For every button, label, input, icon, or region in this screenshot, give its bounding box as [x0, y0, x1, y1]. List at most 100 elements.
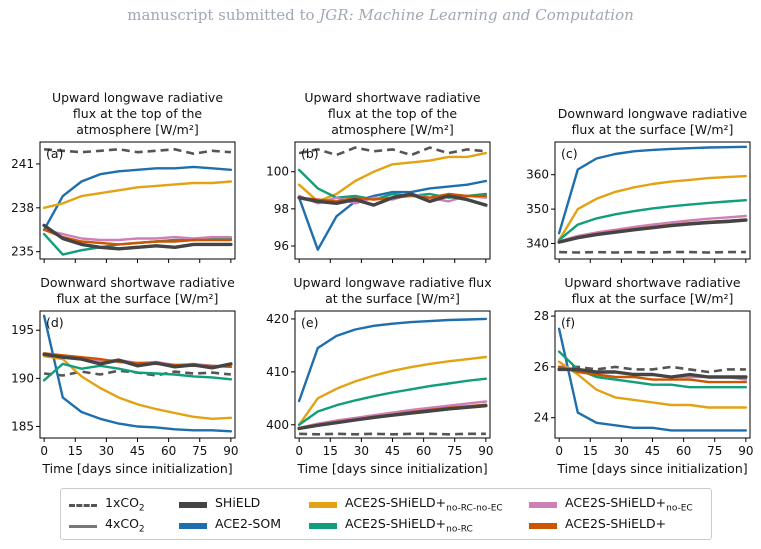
- x-axis-label: Time [days since initialization]: [296, 461, 487, 476]
- legend-label: ACE2-SOM: [215, 516, 281, 531]
- legend-label-text: ACE2S-SHiELD+: [565, 516, 667, 531]
- panel-label: (f): [561, 315, 575, 330]
- panel-label: (e): [301, 315, 318, 330]
- series-line-shield: [297, 192, 488, 207]
- legend-label: 1xCO2: [105, 495, 145, 514]
- series-line-ace2-som: [557, 327, 748, 432]
- header-prefix: manuscript submitted to: [127, 6, 320, 24]
- plot-frame: [554, 141, 751, 260]
- y-tick-label: 400: [266, 418, 289, 432]
- legend-label-text: ACE2S-SHiELD+: [345, 495, 447, 510]
- series-line-ace2s-shield-no-ec: [297, 192, 488, 205]
- y-tick-label: 24: [534, 411, 549, 425]
- legend-label: ACE2S-SHiELD+: [565, 516, 666, 531]
- y-tick-label: 100: [266, 165, 289, 179]
- legend-swatch: [69, 504, 97, 507]
- chart-title-line: atmosphere [W/m²]: [331, 122, 454, 137]
- y-tick-label: 190: [11, 371, 34, 385]
- x-tick-label: 60: [416, 444, 431, 458]
- legend-label: ACE2S-SHiELD+no-EC: [565, 495, 693, 514]
- legend-label: ACE2S-SHiELD+no-RC-no-EC: [345, 495, 503, 514]
- y-tick-label: 360: [526, 168, 549, 182]
- legend-label-text: ACE2-SOM: [215, 516, 281, 531]
- legend: 1xCO2 SHiELD ACE2S-SHiELD+no-RC-no-EC ACE2S…: [60, 488, 712, 540]
- series-line-ace2s-shield-no-ec: [557, 214, 748, 243]
- y-tick-label: 420: [266, 312, 289, 326]
- series-line-ace2s-shield-no-rc: [557, 198, 748, 242]
- y-tick-label: 98: [274, 202, 289, 216]
- legend-swatch: [309, 502, 337, 508]
- header-journal: JGR: Machine Learning and Computation: [319, 6, 634, 24]
- x-tick-label: 90: [223, 444, 238, 458]
- x-tick-label: 90: [478, 444, 493, 458]
- legend-swatch: [529, 523, 557, 529]
- chart-title-line: Upward longwave radiative flux: [293, 275, 491, 290]
- chart-title-line: flux at the top of the: [328, 106, 457, 121]
- y-tick-label: 340: [526, 237, 549, 251]
- x-tick-label: 0: [40, 444, 48, 458]
- x-tick-label: 15: [68, 444, 83, 458]
- series-line-ace2-som: [297, 317, 488, 403]
- legend-swatch: [69, 525, 97, 528]
- y-tick-label: 96: [274, 239, 289, 253]
- series-line-ace2s-shield-no-rc-no-ec: [297, 151, 488, 203]
- chart-title-line: Downward longwave radiative: [558, 106, 748, 121]
- panel-label: (b): [301, 146, 319, 161]
- x-tick-label: 45: [645, 444, 660, 458]
- series-line-ace2s-shield-no-rc: [42, 362, 233, 382]
- series-line-shield: [42, 352, 233, 370]
- plot-frame: [294, 310, 491, 439]
- series-line-ace2s-shield-no-rc-no-ec: [557, 360, 748, 409]
- legend-label-text: SHiELD: [215, 495, 261, 510]
- legend-label-text: 4xCO: [105, 516, 139, 531]
- x-tick-label: 0: [295, 444, 303, 458]
- legend-label: 4xCO2: [105, 516, 145, 535]
- legend-label-subscript: no-RC-no-EC: [446, 503, 503, 514]
- series-line-shield: [557, 367, 748, 379]
- legend-label-subscript: no-RC: [446, 524, 473, 535]
- legend-label: SHiELD: [215, 495, 260, 510]
- legend-swatch: [529, 502, 557, 508]
- x-tick-label: 15: [583, 444, 598, 458]
- legend-swatch: [309, 523, 337, 529]
- x-tick-label: 30: [354, 444, 369, 458]
- x-tick-label: 75: [707, 444, 722, 458]
- panel-label: (c): [561, 146, 578, 161]
- chart-title-line: at the surface [W/m²]: [325, 291, 460, 306]
- page-header: manuscript submitted to JGR: Machine Lea…: [0, 6, 761, 24]
- series-line-ace2s-shield-: [557, 365, 748, 384]
- y-tick-label: 410: [266, 365, 289, 379]
- series-line-shield: [42, 223, 233, 251]
- panel-label: (a): [46, 146, 63, 161]
- legend-swatch: [179, 502, 207, 508]
- chart-title-line: Downward shortwave radiative: [40, 275, 235, 290]
- chart-title-line: Upward longwave radiative: [52, 90, 223, 105]
- series-line-ace2s-shield-: [42, 228, 233, 246]
- series-line-ace2s-shield-no-rc-no-ec: [42, 355, 233, 420]
- series-line-ace2s-shield-no-ec: [42, 228, 233, 242]
- x-tick-label: 0: [555, 444, 563, 458]
- chart-title-line: Upward shortwave radiative: [564, 275, 740, 290]
- series-line-ace2s-shield-no-ec: [297, 400, 488, 430]
- legend-label: ACE2S-SHiELD+no-RC: [345, 516, 473, 535]
- series-line-ace2s-shield-no-rc-no-ec: [297, 355, 488, 426]
- series-line-1xco2: [299, 432, 486, 436]
- y-tick-label: 350: [526, 202, 549, 216]
- y-tick-label: 238: [11, 201, 34, 215]
- series-line-ace2-som: [557, 145, 748, 235]
- legend-label-subscript: 2: [138, 524, 145, 535]
- series-line-ace2-som: [297, 179, 488, 251]
- x-tick-label: 75: [447, 444, 462, 458]
- x-tick-label: 30: [99, 444, 114, 458]
- legend-label-subscript: no-EC: [666, 503, 693, 514]
- chart-title-line: flux at the surface [W/m²]: [572, 122, 734, 137]
- x-axis-label: Time [days since initialization]: [556, 461, 747, 476]
- chart-title-line: flux at the top of the: [73, 106, 202, 121]
- y-tick-label: 235: [11, 245, 34, 259]
- series-line-ace2-som: [42, 165, 233, 232]
